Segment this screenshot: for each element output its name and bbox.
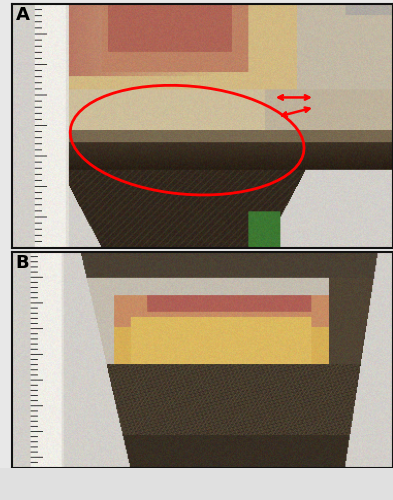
Text: A: A [16,6,29,24]
Text: B: B [16,254,29,272]
